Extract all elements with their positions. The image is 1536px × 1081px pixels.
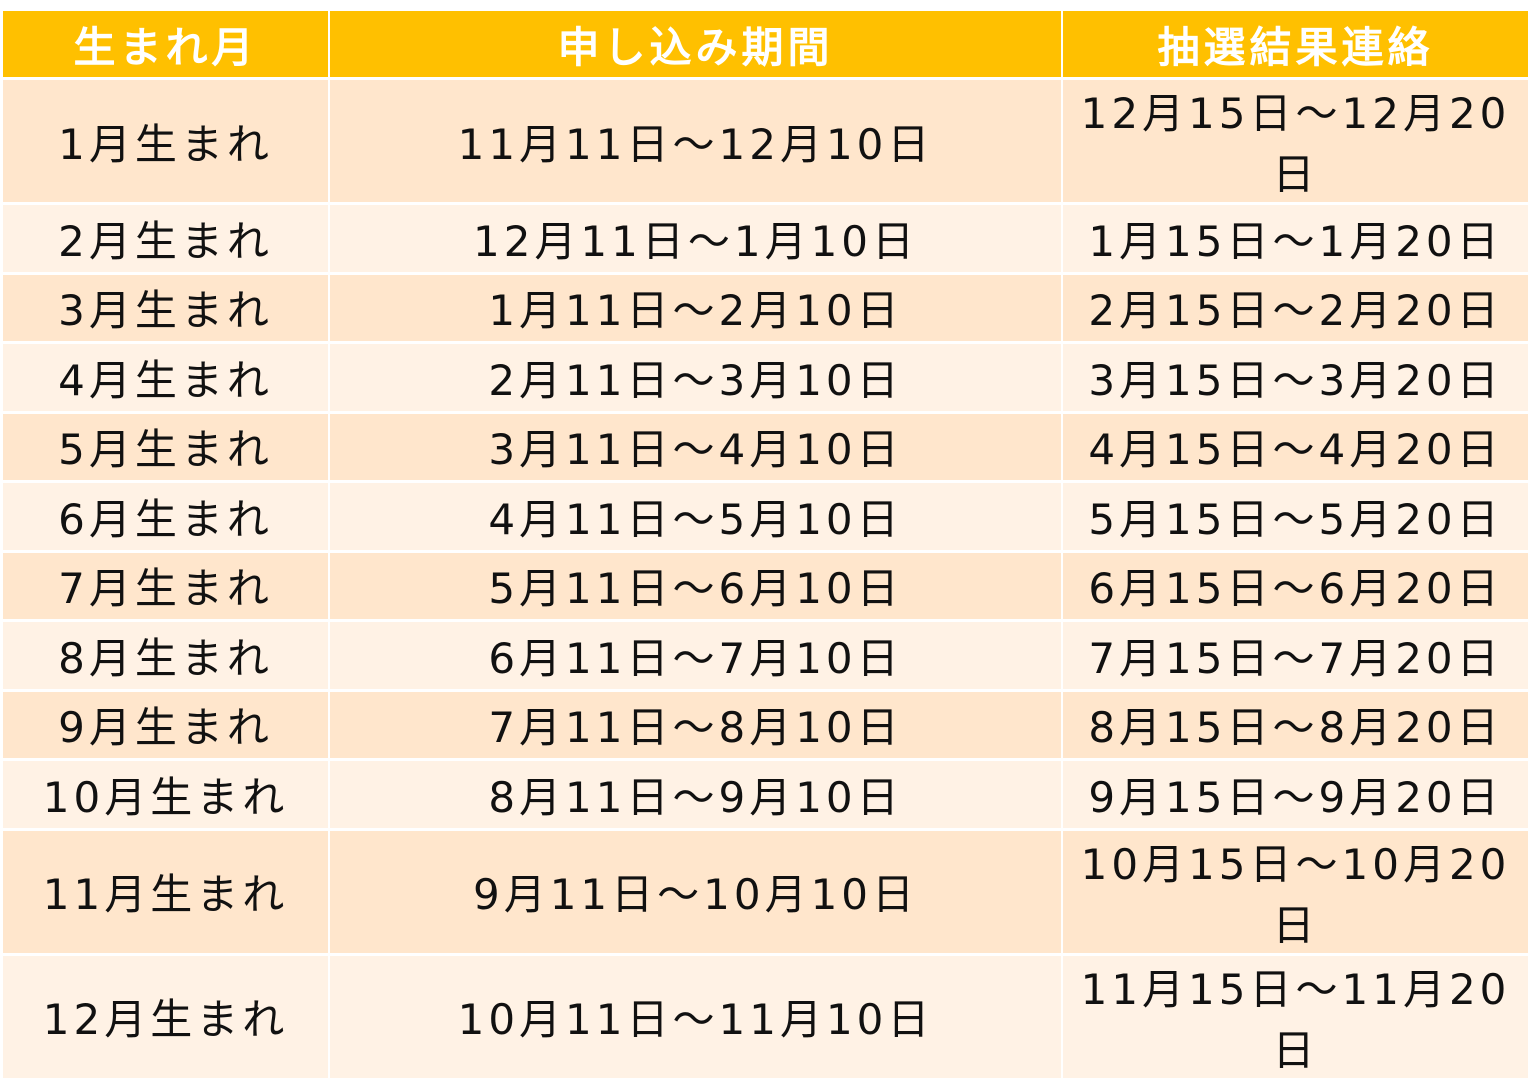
table-row: 4月生まれ 2月11日～3月10日 3月15日～3月20日 [3,344,1528,411]
lottery-result-cell: 10月15日～10月20日 [1063,830,1528,953]
table-row: 3月生まれ 1月11日～2月10日 2月15日～2月20日 [3,274,1528,341]
lottery-result-cell: 8月15日～8月20日 [1063,691,1528,758]
birth-month-cell: 10月生まれ [3,761,328,828]
birth-month-cell: 1月生まれ [3,80,328,202]
birth-month-cell: 2月生まれ [3,205,328,272]
application-period-cell: 5月11日～6月10日 [330,552,1061,619]
table-row: 10月生まれ 8月11日～9月10日 9月15日～9月20日 [3,761,1528,828]
application-period-cell: 9月11日～10月10日 [330,830,1061,953]
table-row: 7月生まれ 5月11日～6月10日 6月15日～6月20日 [3,552,1528,619]
birth-month-cell: 6月生まれ [3,483,328,550]
birth-month-cell: 8月生まれ [3,622,328,689]
lottery-result-cell: 6月15日～6月20日 [1063,552,1528,619]
table-row: 9月生まれ 7月11日～8月10日 8月15日～8月20日 [3,691,1528,758]
lottery-result-cell: 4月15日～4月20日 [1063,413,1528,480]
application-period-cell: 6月11日～7月10日 [330,622,1061,689]
birth-month-cell: 4月生まれ [3,344,328,411]
lottery-result-cell: 1月15日～1月20日 [1063,205,1528,272]
lottery-result-cell: 2月15日～2月20日 [1063,274,1528,341]
table-row: 6月生まれ 4月11日～5月10日 5月15日～5月20日 [3,483,1528,550]
lottery-result-cell: 9月15日～9月20日 [1063,761,1528,828]
application-period-cell: 8月11日～9月10日 [330,761,1061,828]
lottery-result-cell: 11月15日～11月20日 [1063,955,1528,1078]
birth-month-cell: 7月生まれ [3,552,328,619]
lottery-result-cell: 5月15日～5月20日 [1063,483,1528,550]
table-body: 1月生まれ 11月11日～12月10日 12月15日～12月20日 2月生まれ 12月1… [3,80,1528,1078]
application-period-cell: 12月11日～1月10日 [330,205,1061,272]
birth-month-cell: 9月生まれ [3,691,328,758]
application-period-cell: 2月11日～3月10日 [330,344,1061,411]
birth-month-cell: 11月生まれ [3,830,328,953]
header-lottery-result: 抽選結果連絡 [1063,11,1528,77]
birth-month-cell: 3月生まれ [3,274,328,341]
birth-month-cell: 5月生まれ [3,413,328,480]
table-row: 12月生まれ 10月11日～11月10日 11月15日～11月20日 [3,955,1528,1078]
application-period-cell: 3月11日～4月10日 [330,413,1061,480]
application-period-cell: 11月11日～12月10日 [330,80,1061,202]
header-birth-month: 生まれ月 [3,11,328,77]
table-row: 11月生まれ 9月11日～10月10日 10月15日～10月20日 [3,830,1528,953]
birth-month-cell: 12月生まれ [3,955,328,1078]
application-period-cell: 4月11日～5月10日 [330,483,1061,550]
table-row: 5月生まれ 3月11日～4月10日 4月15日～4月20日 [3,413,1528,480]
lottery-result-cell: 12月15日～12月20日 [1063,80,1528,202]
application-period-cell: 1月11日～2月10日 [330,274,1061,341]
lottery-result-cell: 7月15日～7月20日 [1063,622,1528,689]
lottery-result-cell: 3月15日～3月20日 [1063,344,1528,411]
header-row: 生まれ月 申し込み期間 抽選結果連絡 [3,11,1528,77]
application-period-cell: 7月11日～8月10日 [330,691,1061,758]
application-period-cell: 10月11日～11月10日 [330,955,1061,1078]
table-row: 8月生まれ 6月11日～7月10日 7月15日～7月20日 [3,622,1528,689]
schedule-table: 生まれ月 申し込み期間 抽選結果連絡 1月生まれ 11月11日～12月10日 12月… [1,8,1530,1081]
table-row: 2月生まれ 12月11日～1月10日 1月15日～1月20日 [3,205,1528,272]
header-application-period: 申し込み期間 [330,11,1061,77]
table-row: 1月生まれ 11月11日～12月10日 12月15日～12月20日 [3,80,1528,202]
